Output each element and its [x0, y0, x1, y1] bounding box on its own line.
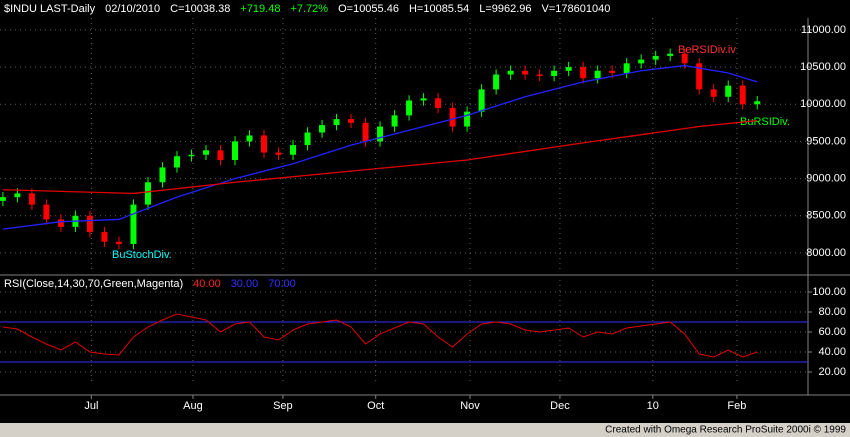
candle-body [406, 100, 413, 116]
candle-body [681, 53, 688, 64]
candle-body [144, 182, 151, 205]
header-text: C=10038.38 [170, 3, 230, 15]
header-text: V=178601040 [542, 3, 611, 15]
candle-body [202, 150, 209, 155]
annotation: BuStochDiv. [112, 249, 172, 261]
candle-body [275, 152, 282, 155]
candle-body [304, 132, 311, 146]
header-text: RSI(Close,14,30,70,Green,Magenta) [4, 278, 183, 290]
candle-body [14, 193, 21, 198]
candle-body [725, 85, 732, 97]
y-tick-label: 8000.00 [806, 247, 846, 259]
candle-body [594, 70, 601, 79]
candle-body [173, 156, 180, 168]
candle-body [580, 67, 587, 79]
header-text: 70.00 [268, 278, 296, 290]
candle-body [464, 111, 471, 127]
candle-body [667, 53, 674, 56]
rsi-line [2, 313, 758, 358]
header-text: 30.00 [231, 278, 259, 290]
header-text: H=10085.54 [409, 3, 469, 15]
x-tick-label: Aug [183, 400, 203, 412]
y-tick-label: 11000.00 [801, 24, 846, 36]
moving-average [2, 119, 758, 195]
candle-body [507, 70, 514, 75]
y-tick-label: 20.00 [818, 366, 846, 378]
candle-body [377, 126, 384, 142]
candle-body [522, 70, 529, 75]
candle-body [710, 89, 717, 97]
x-tick-label: Sep [273, 400, 293, 412]
candle-body [290, 145, 297, 155]
candle-body [638, 59, 645, 64]
y-tick-label: 40.00 [818, 346, 846, 358]
candle-body [188, 154, 195, 157]
moving-average [2, 64, 758, 230]
candle-body [623, 63, 630, 74]
x-tick-label: Jul [84, 400, 98, 412]
y-tick-label: 10000.00 [800, 98, 846, 110]
header-text: +719.48 [240, 3, 280, 15]
x-tick-label: Nov [460, 400, 480, 412]
candle-body [217, 150, 224, 160]
header-text: +7.72% [290, 3, 328, 15]
footer-bar [0, 423, 850, 437]
candle-body [652, 55, 659, 60]
candle-body [101, 232, 108, 242]
candle-body [28, 193, 35, 205]
y-tick-label: 60.00 [818, 326, 846, 338]
candle-body [348, 119, 355, 123]
y-tick-label: 9000.00 [806, 172, 846, 184]
y-tick-label: 9500.00 [806, 135, 846, 147]
y-tick-label: 10500.00 [800, 61, 846, 73]
candle-body [435, 98, 442, 108]
candle-body [319, 125, 326, 133]
candle-body [478, 89, 485, 112]
candle-body [420, 98, 427, 101]
candle-body [0, 197, 6, 201]
candle-body [536, 74, 543, 76]
candle-body [391, 115, 398, 127]
x-tick-label: Feb [727, 400, 746, 412]
header-text: $INDU LAST-Daily [4, 3, 96, 15]
candle-body [449, 107, 456, 127]
annotation: BuRSIDiv. [740, 116, 790, 128]
y-tick-label: 8500.00 [806, 210, 846, 222]
y-tick-label: 100.00 [812, 286, 846, 298]
header-text: 02/10/2010 [105, 3, 160, 15]
candle-body [609, 70, 616, 74]
header-text: 40.00 [193, 278, 221, 290]
candle-body [551, 70, 558, 76]
x-tick-label: Dec [550, 400, 570, 412]
header-text: O=10055.46 [338, 3, 399, 15]
candle-body [696, 63, 703, 90]
candle-body [115, 241, 122, 244]
y-tick-label: 80.00 [818, 306, 846, 318]
x-tick-label: Oct [367, 400, 384, 412]
candle-body [739, 85, 746, 105]
candle-body [57, 219, 64, 227]
candle-body [333, 119, 340, 126]
candle-body [362, 122, 369, 142]
candle-body [261, 135, 268, 153]
candle-body [43, 204, 50, 220]
candle-body [754, 101, 761, 105]
candle-body [565, 67, 572, 71]
footer: Created with Omega Research ProSuite 200… [605, 425, 846, 436]
candle-body [159, 167, 166, 183]
x-tick-label: 10 [647, 400, 659, 412]
candle-body [86, 215, 93, 233]
candle-body [493, 74, 500, 90]
candle-body [130, 204, 137, 244]
candle-body [232, 141, 239, 160]
header-text: L=9962.96 [479, 3, 531, 15]
candle-body [246, 135, 253, 142]
annotation: BeRSIDiv.iv [678, 44, 736, 56]
